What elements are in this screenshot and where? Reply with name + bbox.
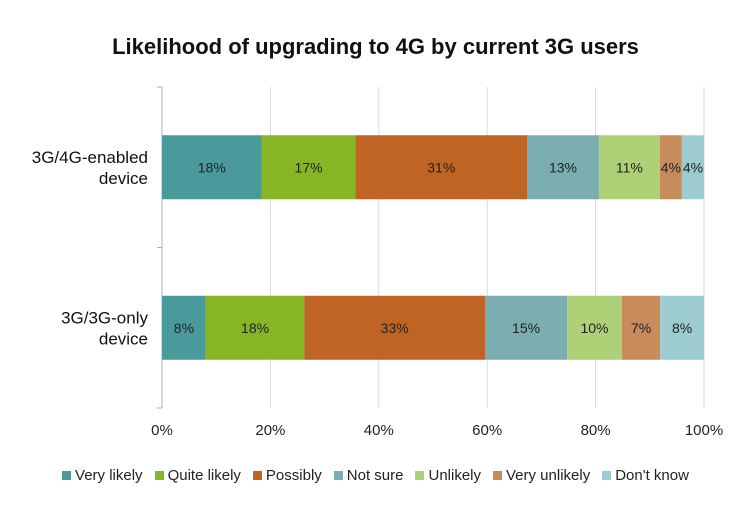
legend-item: Very likely bbox=[62, 467, 143, 484]
data-label: 18% bbox=[241, 320, 269, 336]
x-tick-label: 100% bbox=[685, 422, 723, 439]
legend-item: Not sure bbox=[333, 466, 404, 484]
data-label: 33% bbox=[381, 320, 409, 336]
data-label: 8% bbox=[174, 320, 194, 336]
category-label: device bbox=[99, 169, 148, 188]
legend-label: Possibly bbox=[265, 466, 322, 484]
legend-label: Not sure bbox=[346, 466, 404, 484]
legend-item: Very unlikely bbox=[493, 467, 590, 484]
bar-segment bbox=[162, 135, 262, 200]
data-label: 15% bbox=[512, 320, 540, 336]
chart-title: Likelihood of upgrading to 4G by current… bbox=[112, 34, 639, 59]
bar-segment bbox=[598, 135, 660, 200]
data-label: 4% bbox=[683, 159, 703, 175]
data-label: 4% bbox=[661, 159, 681, 175]
legend-item: Unlikely bbox=[415, 467, 481, 484]
legend-item: Possibly bbox=[252, 466, 322, 484]
data-label: 31% bbox=[427, 159, 455, 175]
legend-swatch bbox=[154, 470, 164, 480]
data-label: 7% bbox=[631, 320, 651, 336]
x-tick-label: 40% bbox=[364, 422, 394, 439]
bar-segment bbox=[660, 295, 704, 360]
x-tick-label: 0% bbox=[151, 422, 173, 439]
bar-segment bbox=[659, 135, 682, 200]
legend-item: Quite likely bbox=[154, 466, 241, 484]
legend-label: Very likely bbox=[75, 466, 143, 484]
bar-segment bbox=[485, 295, 568, 360]
legend-swatch bbox=[252, 470, 262, 480]
x-tick-label: 20% bbox=[255, 422, 285, 439]
bar-segment bbox=[304, 295, 486, 360]
legend-swatch bbox=[333, 470, 343, 480]
legend: Very likely Quite likely Possibly Not sure U… bbox=[0, 464, 751, 486]
data-label: 10% bbox=[580, 320, 608, 336]
legend-swatch bbox=[602, 470, 612, 480]
legend-swatch bbox=[415, 470, 425, 480]
legend-label: Unlikely bbox=[428, 466, 481, 484]
bar-segment bbox=[205, 295, 305, 360]
bar-segment bbox=[567, 295, 622, 360]
bar-segment bbox=[355, 135, 528, 200]
category-label: 3G/3G-only bbox=[61, 308, 148, 327]
data-label: 13% bbox=[549, 159, 577, 175]
legend-swatch bbox=[493, 470, 502, 480]
data-label: 17% bbox=[295, 159, 323, 175]
category-label: device bbox=[99, 329, 148, 348]
legend-label: Don't know bbox=[615, 466, 689, 484]
bar-segment bbox=[527, 135, 599, 200]
bar-segment bbox=[681, 135, 704, 200]
bar-segment bbox=[261, 135, 356, 200]
data-label: 11% bbox=[616, 159, 643, 175]
legend-item: Don't know bbox=[602, 467, 689, 484]
bar-segment bbox=[162, 295, 206, 360]
x-tick-label: 80% bbox=[581, 422, 611, 439]
legend-label: Quite likely bbox=[167, 466, 241, 484]
category-label: 3G/4G-enabled bbox=[32, 148, 148, 167]
legend-label: Very unlikely bbox=[506, 466, 591, 484]
x-tick-label: 60% bbox=[472, 422, 502, 439]
legend-swatch bbox=[62, 470, 72, 480]
bar-segment bbox=[621, 295, 661, 360]
data-label: 18% bbox=[198, 159, 226, 175]
data-label: 8% bbox=[672, 320, 692, 336]
